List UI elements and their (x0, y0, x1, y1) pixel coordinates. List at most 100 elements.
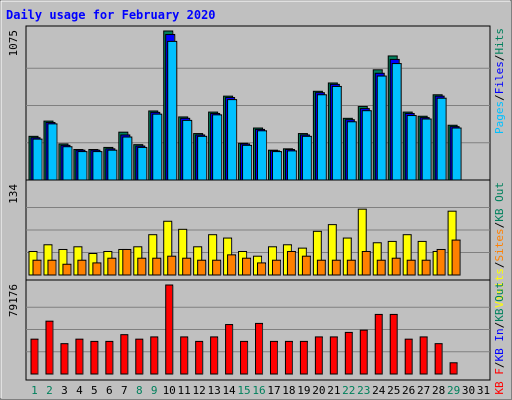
bar-kb-f-day-12 (195, 340, 204, 375)
day-label-25: 25 (387, 384, 400, 397)
panel-top-legend: Pages/Files/Hits (493, 28, 506, 134)
bar-sites-day-2 (47, 259, 57, 276)
bar-sites-day-1 (32, 259, 42, 276)
legend-entry: Files (493, 61, 506, 94)
bar-pages-day-12 (197, 135, 208, 181)
bar-sites-day-5 (92, 262, 102, 276)
bar-pages-day-23 (361, 110, 372, 181)
legend-entry: Sites (493, 228, 506, 261)
bar-sites-day-26 (406, 259, 416, 276)
bar-sites-day-20 (316, 259, 326, 276)
legend-entry: / (493, 94, 506, 101)
bar-kb-f-day-23 (359, 329, 368, 375)
bar-pages-day-16 (257, 130, 268, 181)
bar-pages-day-19 (301, 135, 312, 181)
bar-kb-f-day-15 (240, 340, 249, 375)
bar-kb-f-day-1 (30, 338, 39, 375)
bar-kb-f-day-13 (210, 336, 219, 375)
bar-kb-f-day-21 (329, 336, 338, 375)
bar-pages-day-14 (227, 99, 238, 181)
bar-kb-f-day-5 (90, 340, 99, 375)
bar-pages-day-5 (92, 151, 103, 181)
bar-pages-day-28 (436, 97, 447, 181)
bar-sites-day-28 (436, 248, 446, 276)
bar-pages-day-26 (406, 115, 417, 181)
bar-kb-f-day-24 (374, 313, 383, 375)
bar-pages-day-21 (331, 85, 342, 181)
day-label-20: 20 (312, 384, 325, 397)
day-label-31: 31 (477, 384, 490, 397)
day-label-7: 7 (121, 384, 128, 397)
bar-kb-f-day-6 (105, 340, 114, 375)
bar-sites-day-29 (451, 239, 461, 276)
legend-entry: KB In (493, 328, 506, 361)
bar-pages-day-4 (77, 151, 88, 181)
bar-sites-day-23 (361, 250, 371, 276)
bar-pages-day-1 (32, 138, 43, 181)
bar-sites-day-9 (152, 257, 162, 276)
bar-kb-f-day-27 (419, 336, 428, 375)
legend-entry: KB F (493, 368, 506, 395)
bar-pages-day-3 (62, 146, 73, 181)
legend-entry: KB Out (493, 282, 506, 322)
panel-bottom-ymax-label: 79176 (7, 284, 20, 317)
bar-sites-day-21 (331, 259, 341, 276)
panel-middle-ymax-label: 134 (7, 184, 20, 204)
bar-kb-f-day-28 (434, 343, 443, 375)
panel-bottom-legend: KB F/KB In/KB Out (493, 282, 506, 395)
day-label-4: 4 (76, 384, 83, 397)
panel-top-ymax-label: 1075 (7, 30, 20, 57)
bar-sites-day-11 (182, 257, 192, 276)
day-label-23: 23 (357, 384, 370, 397)
legend-entry: / (493, 222, 506, 229)
bar-kb-f-day-22 (344, 331, 353, 375)
legend-entry: Pages (493, 101, 506, 134)
day-label-22: 22 (342, 384, 355, 397)
bar-kb-f-day-18 (284, 340, 293, 375)
day-label-5: 5 (91, 384, 98, 397)
bar-pages-day-27 (421, 118, 432, 181)
bar-sites-day-7 (122, 248, 132, 276)
bar-pages-day-22 (346, 121, 357, 181)
legend-entry: Hits (493, 28, 506, 55)
bar-sites-day-13 (212, 259, 222, 276)
bar-sites-day-24 (376, 259, 386, 276)
bar-kb-f-day-11 (180, 336, 189, 375)
bar-sites-day-18 (286, 250, 296, 276)
bar-pages-day-10 (167, 40, 178, 181)
panel-bottom: 79176 KB F/KB In/KB Out (7, 279, 506, 395)
bar-kb-f-day-20 (314, 336, 323, 375)
bar-sites-day-16 (257, 262, 267, 276)
day-label-16: 16 (252, 384, 265, 397)
day-label-28: 28 (432, 384, 445, 397)
bar-sites-day-10 (167, 255, 177, 276)
legend-entry: / (493, 55, 506, 62)
day-label-13: 13 (207, 384, 220, 397)
bar-sites-day-6 (107, 257, 117, 276)
bar-kb-f-day-29 (449, 362, 458, 375)
day-label-10: 10 (163, 384, 176, 397)
bar-kb-f-day-8 (135, 338, 144, 375)
bar-pages-day-29 (451, 127, 462, 181)
bar-pages-day-11 (182, 119, 193, 181)
bar-sites-day-14 (227, 254, 237, 276)
day-label-29: 29 (447, 384, 460, 397)
bar-kb-f-day-4 (75, 338, 84, 375)
bar-pages-day-17 (271, 151, 282, 181)
day-label-26: 26 (402, 384, 415, 397)
day-label-19: 19 (297, 384, 310, 397)
legend-entry: KB Out (493, 182, 506, 222)
bar-pages-day-25 (391, 63, 402, 181)
bar-kb-f-day-7 (120, 334, 129, 375)
chart-title: Daily usage for February 2020 (6, 8, 216, 22)
bar-kb-f-day-9 (150, 336, 159, 375)
day-label-27: 27 (417, 384, 430, 397)
day-label-17: 17 (267, 384, 280, 397)
bar-sites-day-17 (271, 259, 281, 276)
bar-sites-day-22 (346, 259, 356, 276)
bar-sites-day-3 (62, 263, 72, 276)
day-label-6: 6 (106, 384, 113, 397)
